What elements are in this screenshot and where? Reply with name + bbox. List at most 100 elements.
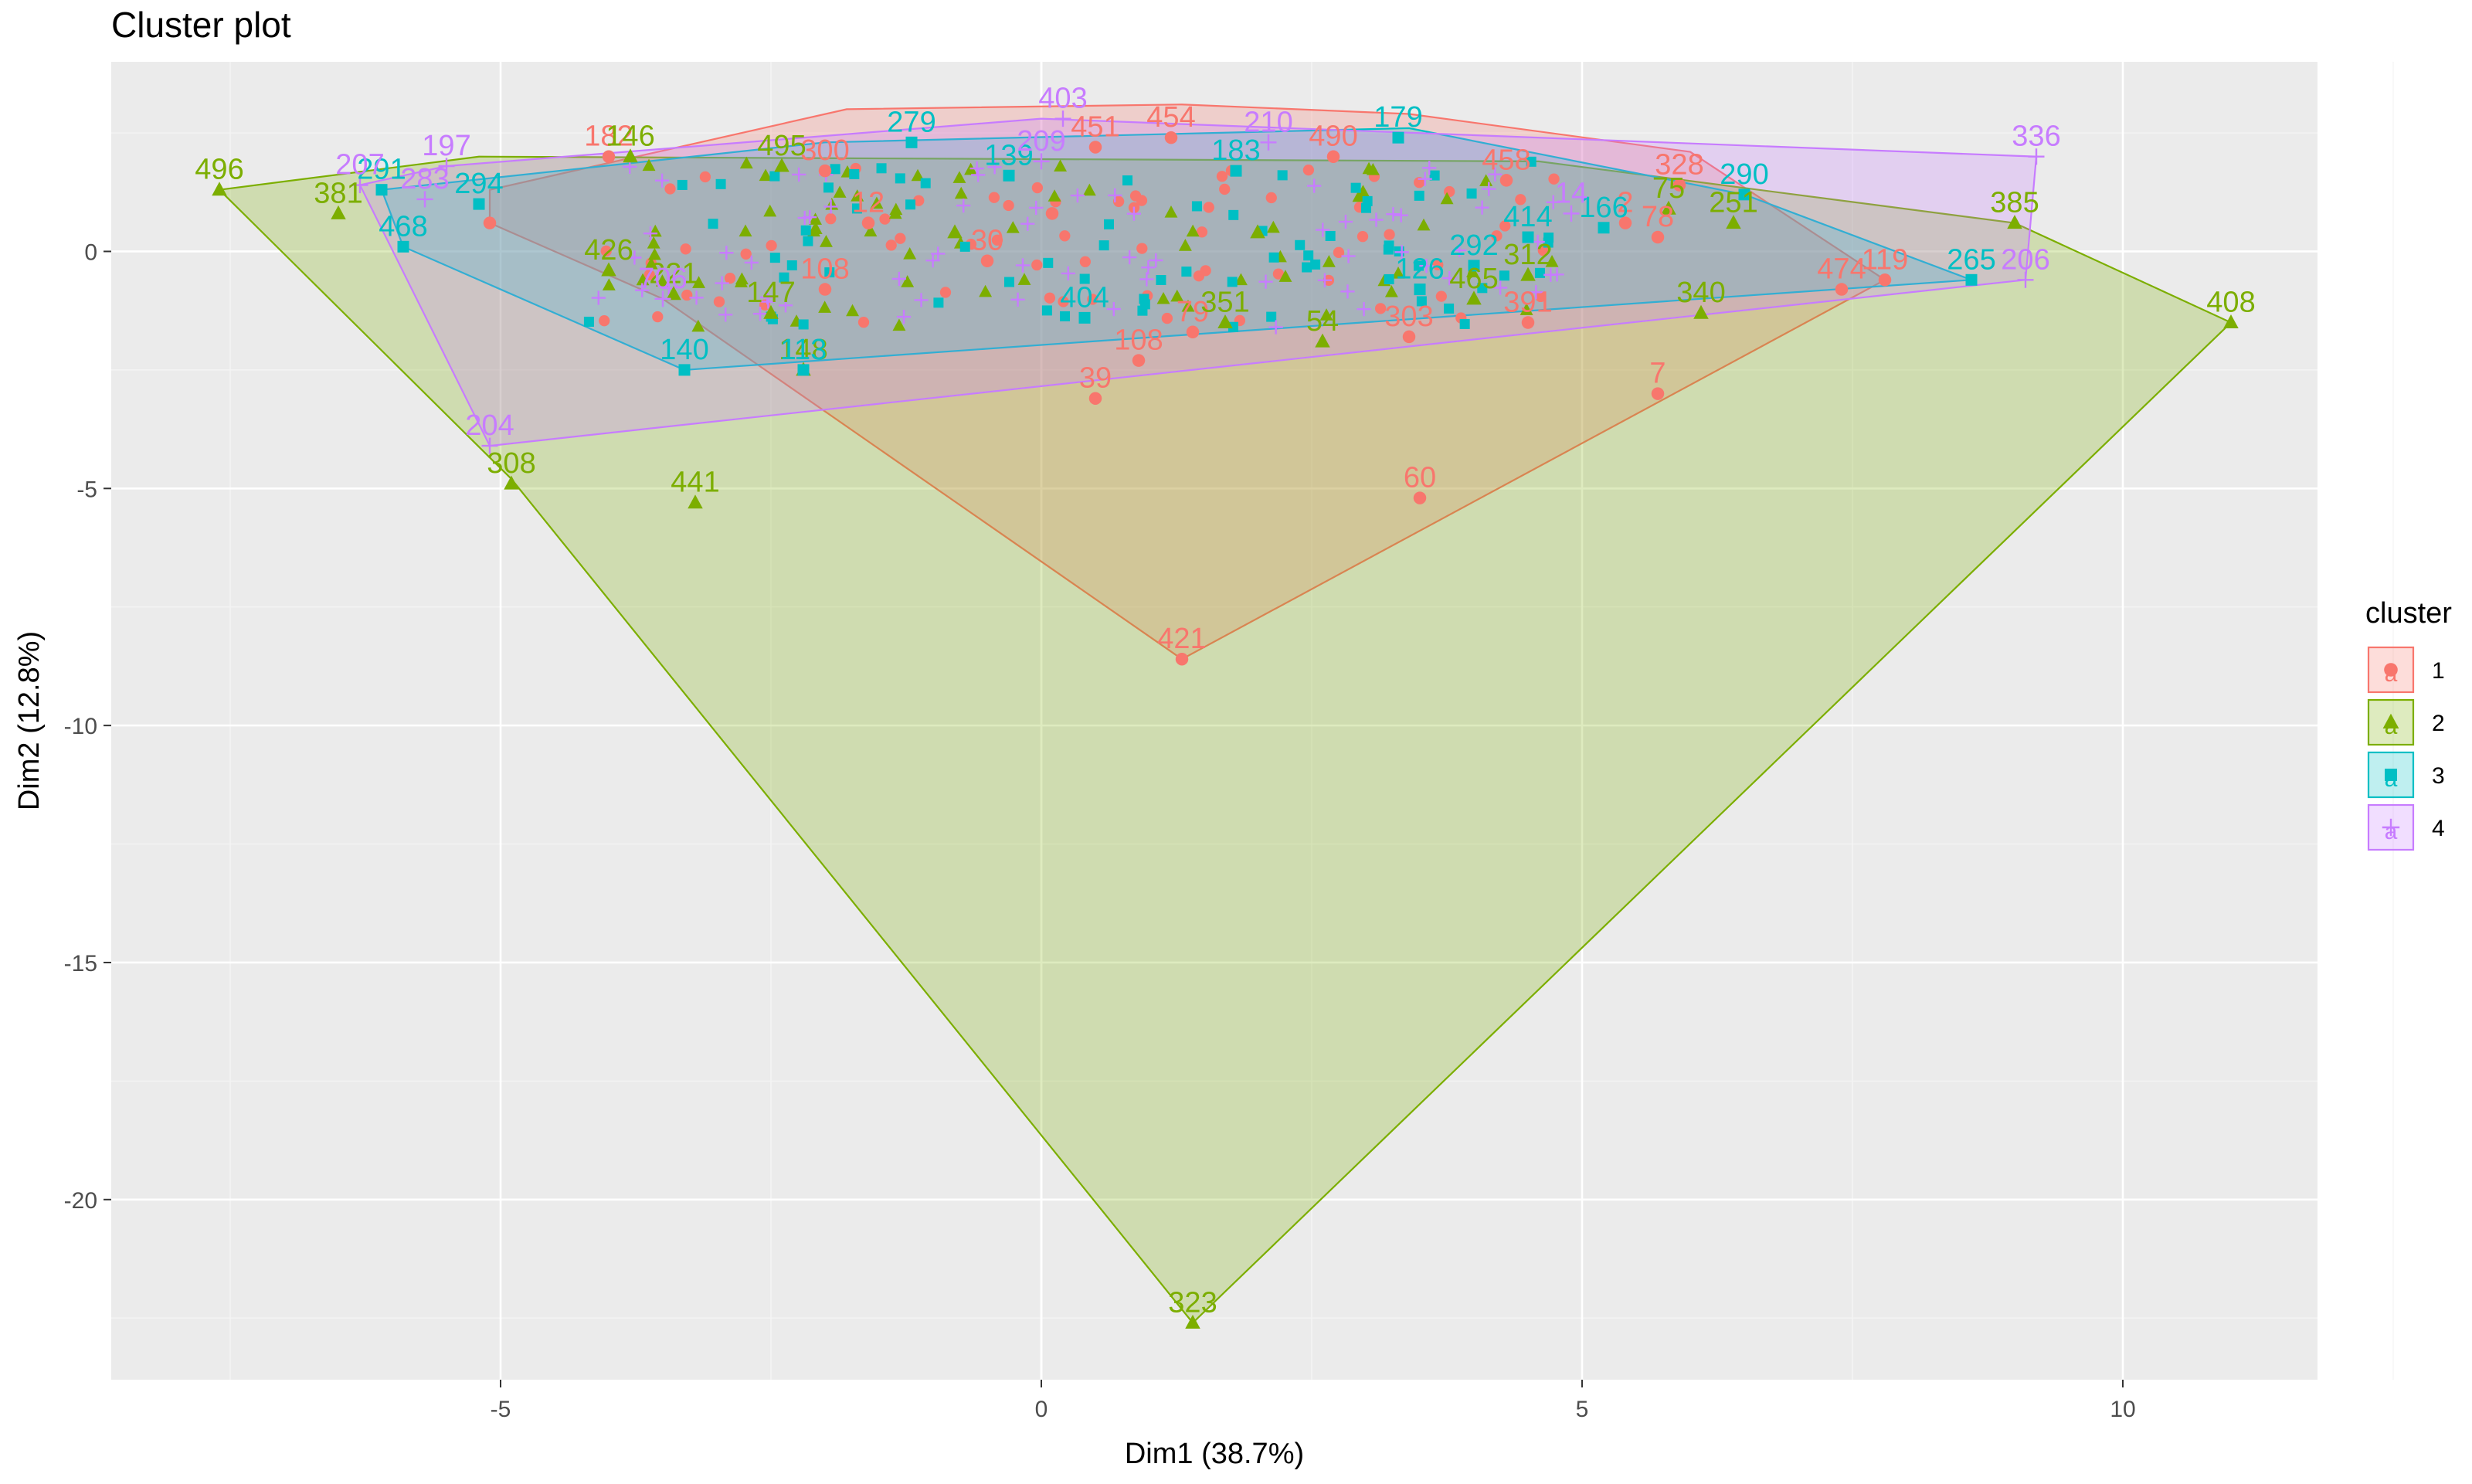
cluster-2-point: [1319, 308, 1333, 321]
legend-label: 2: [2432, 711, 2445, 736]
cluster-1-point: [1374, 303, 1387, 314]
cluster-3-point: [876, 163, 887, 174]
legend-glyph: a: [2385, 714, 2398, 739]
cluster-1-point: [1651, 387, 1665, 400]
cluster-1-point: [483, 216, 497, 229]
cluster-3-point: [933, 297, 944, 308]
cluster-1-point: [861, 216, 875, 229]
cluster-4-point: [1546, 195, 1560, 209]
cluster-3-point: [1384, 240, 1394, 251]
legend-marker: [2382, 818, 2400, 837]
cluster-4-point: [2017, 271, 2034, 288]
cluster-4-point: [1139, 272, 1154, 287]
cluster-2-point: [1186, 224, 1200, 237]
cluster-1-point: [1548, 173, 1560, 185]
cluster-4-point: [1106, 301, 1121, 317]
x-axis-title: Dim1 (38.7%): [1125, 1438, 1304, 1470]
cluster-3-point: [1191, 201, 1202, 212]
cluster-1-point: [1515, 194, 1526, 205]
cluster-2-point: [647, 247, 661, 260]
cluster-3-point: [1060, 311, 1071, 321]
cluster-2-point: [1391, 267, 1405, 279]
cluster-3-point: [1043, 257, 1054, 268]
cluster-1-point: [1835, 283, 1849, 296]
cluster-4-point: [1061, 266, 1075, 281]
cluster-3-point: [375, 184, 388, 196]
cluster-4-point: [1475, 200, 1489, 215]
point-label: 385: [1990, 187, 2039, 219]
cluster-1-point: [1132, 354, 1146, 367]
point-label: 300: [800, 134, 849, 167]
cluster-4-point: [971, 168, 986, 182]
cluster-1-point: [680, 243, 691, 255]
x-tick-label: -5: [491, 1397, 511, 1422]
cluster-3-point: [824, 267, 835, 278]
cluster-2-point: [504, 475, 519, 490]
y-tick-label: -20: [64, 1188, 97, 1214]
cluster-1-point: [724, 272, 736, 284]
cluster-3-point: [1003, 169, 1015, 182]
cluster-3-point: [895, 173, 905, 184]
legend-swatch: [2367, 803, 2415, 851]
cluster-3-point: [851, 203, 862, 214]
cluster-2-point: [1082, 183, 1096, 196]
point-label: 140: [660, 334, 708, 366]
cluster-3-point: [959, 241, 970, 252]
point-label: 403: [1038, 83, 1087, 115]
cluster-3-point: [1041, 305, 1052, 316]
cluster-3-point: [1350, 182, 1361, 193]
cluster-1-point: [1618, 216, 1632, 229]
cluster-2-point: [954, 186, 968, 199]
cluster-4-point: [643, 226, 658, 241]
cluster-1-point: [939, 287, 952, 298]
cluster-3-point: [1965, 273, 1978, 286]
cluster-3-point: [1230, 165, 1242, 177]
x-tick-label: 10: [2110, 1397, 2135, 1422]
cluster-3-point: [1277, 170, 1288, 181]
cluster-1-point: [1537, 245, 1549, 256]
cluster-4-point: [914, 293, 929, 307]
cluster-4-point: [823, 199, 838, 214]
cluster-2-point: [1164, 205, 1178, 218]
cluster-4-point: [744, 255, 759, 270]
point-label: 468: [379, 210, 427, 243]
cluster-3-point: [1392, 131, 1404, 144]
cluster-3-point: [1003, 277, 1014, 287]
cluster-3-point: [1156, 274, 1166, 285]
cluster-3-point: [786, 260, 797, 270]
cluster-4-point: [778, 298, 793, 313]
point-label: 474: [1817, 253, 1866, 286]
cluster-3-hull: [380, 127, 1972, 372]
point-label: 290: [1720, 158, 1768, 191]
point-label: 283: [400, 163, 449, 195]
cluster-2-point: [774, 158, 789, 172]
point-label: 7: [1649, 358, 1666, 390]
cluster-1-point: [1402, 330, 1416, 344]
cluster-1-point: [1088, 392, 1102, 405]
legend-marker: [2385, 769, 2397, 781]
cluster-1-point: [1302, 164, 1315, 176]
point-label: 182: [584, 121, 633, 153]
cluster-4-point: [760, 290, 775, 305]
point-label: 426: [584, 234, 633, 267]
x-tick-label: 5: [1576, 1397, 1589, 1422]
point-label: 308: [487, 447, 535, 480]
point-label: 340: [1676, 277, 1725, 309]
cluster-2-point: [601, 262, 616, 277]
point-label: 292: [1449, 229, 1498, 262]
point-label: 179: [1374, 101, 1422, 134]
cluster-1-point: [1535, 290, 1547, 303]
point-label: 454: [1146, 101, 1195, 134]
cluster-1-point: [1491, 230, 1503, 242]
legend-title: cluster: [2365, 597, 2452, 630]
cluster-1-point: [1003, 199, 1014, 212]
cluster-2-point: [1440, 192, 1454, 205]
point-label: 495: [757, 130, 806, 162]
cluster-4-point: [891, 271, 906, 287]
chart-title: Cluster plot: [111, 5, 291, 45]
cluster-2-point: [647, 236, 660, 249]
cluster-1-point: [1058, 296, 1069, 307]
cluster-4-point: [1482, 182, 1496, 196]
